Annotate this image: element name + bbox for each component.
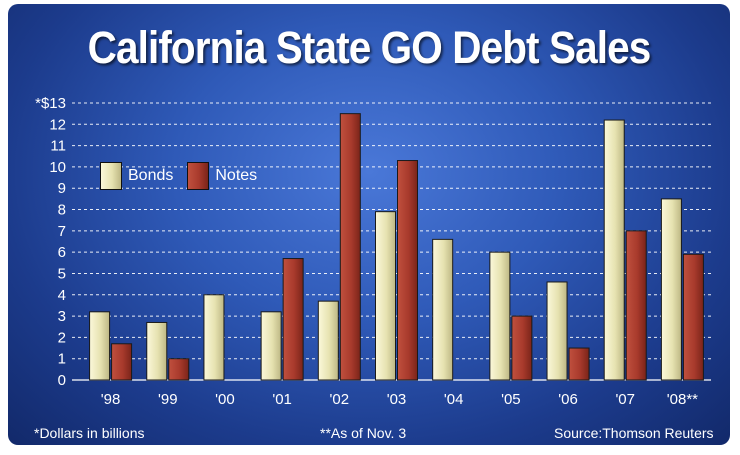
chart-plot: 0123456789101112*$13'98'99'00'01'02'03'0… <box>35 95 711 408</box>
note-bar-0 <box>111 343 133 381</box>
y-tick-label: 5 <box>58 265 66 282</box>
chart-title: California State GO Debt Sales <box>87 22 652 73</box>
x-tick-label: '06 <box>558 391 578 408</box>
note-bar-4 <box>339 113 361 381</box>
x-tick-label: '01 <box>272 391 292 408</box>
legend-swatch-bonds <box>100 162 122 190</box>
y-tick-label: 7 <box>58 223 66 240</box>
x-tick-label: '07 <box>615 391 635 408</box>
x-tick-label: '03 <box>387 391 407 408</box>
bond-bar-5 <box>375 211 396 381</box>
x-tick-label: '99 <box>158 391 178 408</box>
bond-bar-3 <box>260 311 282 381</box>
note-bar-5 <box>397 160 418 381</box>
y-tick-label: 2 <box>58 329 66 346</box>
y-tick-label: 11 <box>50 138 66 155</box>
note-bar-3 <box>282 258 304 381</box>
legend-label-notes: Notes <box>215 167 258 184</box>
y-tick-label: 8 <box>58 202 66 219</box>
y-tick-label: 12 <box>49 116 66 133</box>
x-tick-label: '04 <box>444 391 464 408</box>
bond-bar-8 <box>546 281 568 381</box>
y-tick-label: 1 <box>58 351 66 368</box>
y-tick-label: 3 <box>58 308 66 325</box>
bond-bar-6 <box>432 238 454 381</box>
note-bar-10 <box>682 253 704 381</box>
x-tick-label: '00 <box>215 391 235 408</box>
x-tick-label: '08** <box>667 391 698 408</box>
x-tick-label: '98 <box>101 391 121 408</box>
y-tick-label: *$13 <box>35 95 66 112</box>
bond-bar-4 <box>317 300 339 381</box>
note-bar-8 <box>568 347 590 381</box>
legend-swatch-notes <box>187 162 210 190</box>
note-bar-1 <box>168 358 190 381</box>
legend-item-bonds: Bonds <box>100 162 173 190</box>
y-tick-label: 9 <box>58 180 66 197</box>
legend-label-bonds: Bonds <box>128 167 174 184</box>
y-tick-label: 10 <box>49 159 66 176</box>
note-bar-7 <box>511 315 533 381</box>
bond-bar-0 <box>89 311 111 381</box>
bond-bar-1 <box>146 321 168 381</box>
bond-bar-9 <box>603 119 625 381</box>
bond-bar-7 <box>489 251 511 381</box>
x-tick-label: '02 <box>330 391 350 408</box>
legend-item-notes: Notes <box>187 162 257 190</box>
bond-bar-2 <box>203 294 225 381</box>
note-bar-9 <box>625 230 647 381</box>
footnote-units: *Dollars in billions <box>34 425 145 441</box>
legend: Bonds Notes <box>100 162 271 190</box>
y-tick-label: 0 <box>58 372 66 389</box>
bond-bar-10 <box>660 198 682 381</box>
footnote-asof: **As of Nov. 3 <box>320 425 407 441</box>
y-tick-label: 4 <box>58 287 66 304</box>
y-tick-label: 6 <box>58 244 66 261</box>
x-tick-label: '05 <box>501 391 521 408</box>
footnote-source: Source:Thomson Reuters <box>554 425 714 441</box>
